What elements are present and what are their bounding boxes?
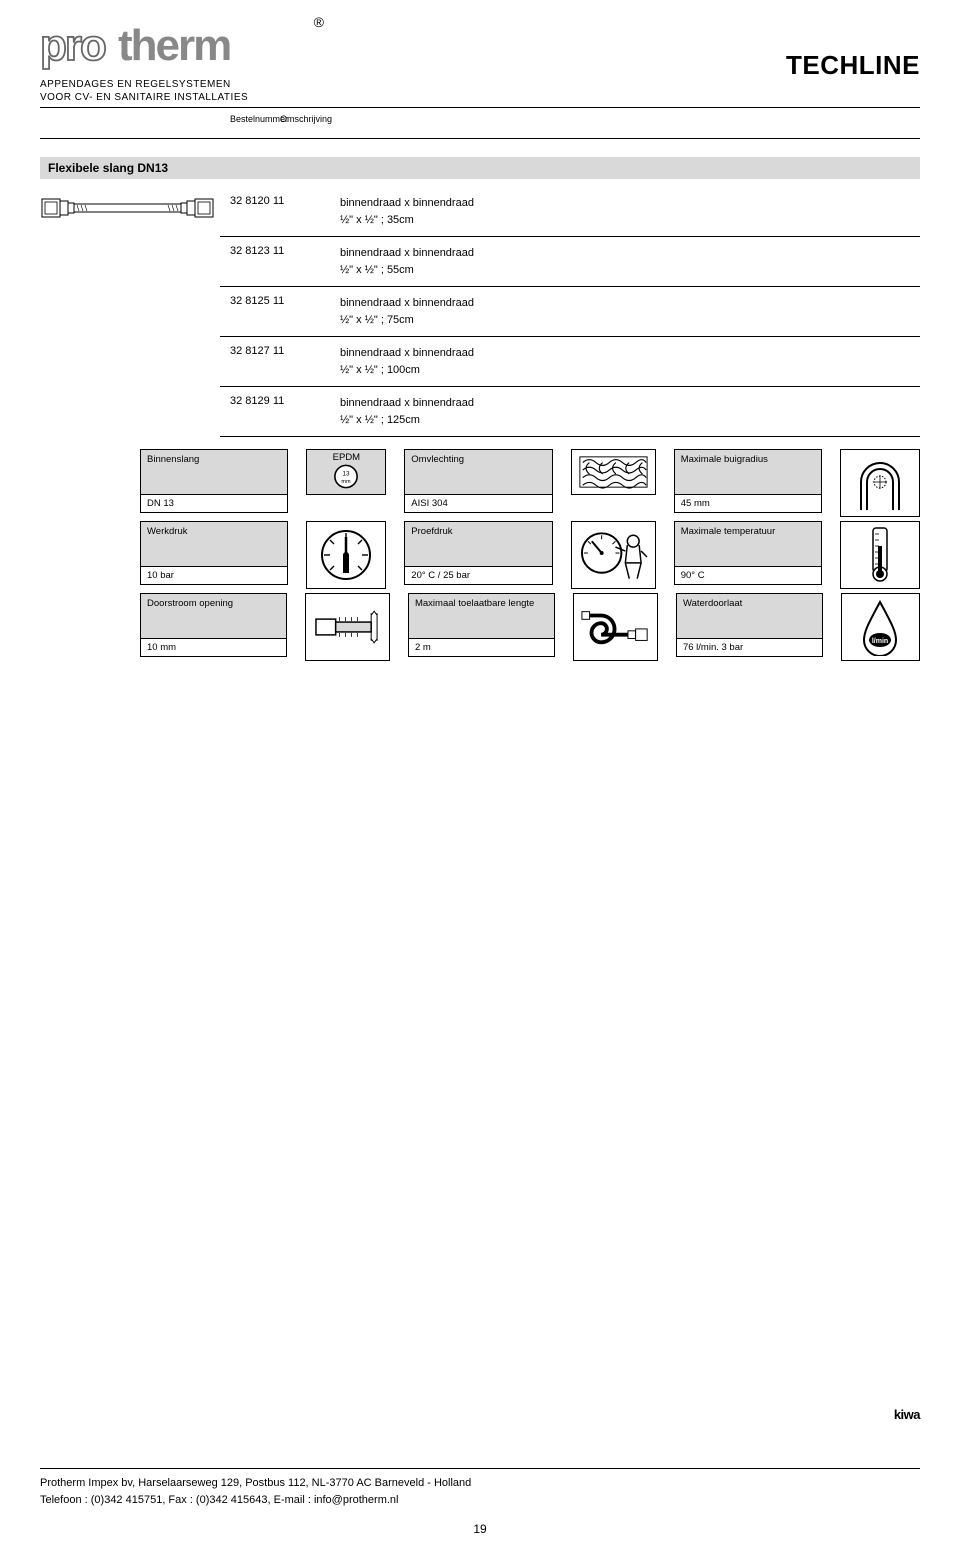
subtitle-line2: VOOR CV- EN SANITAIRE INSTALLATIES [40,92,310,103]
footer-address: Protherm Impex bv, Harselaarseweg 129, P… [40,1475,920,1492]
header-left: pro therm ® APPENDAGES EN REGELSYSTEMEN … [40,20,310,103]
spec-row: Werkdruk 10 bar Pr [140,521,920,589]
product-desc: binnendraad x binnendraad ½" x ½" ; 100c… [320,345,474,378]
product-illustration [40,187,220,228]
spec-doorstroom: Doorstroom opening 10 mm [140,593,287,661]
product-item: 32 8120 11 binnendraad x binnendraad ½" … [220,187,920,237]
product-code: 32 8125 11 [220,295,320,328]
techline-title: TECHLINE [786,50,920,81]
svg-text:pro: pro [40,21,106,70]
spec-drop-icon-cell: l/min [841,593,920,661]
product-code: 32 8123 11 [220,245,320,278]
spec-label: Binnenslang [140,449,288,495]
product-desc: binnendraad x binnendraad ½" x ½" ; 75cm [320,295,474,328]
spec-epdm: EPDM 13 mm [306,449,386,517]
svg-text:l/min: l/min [872,638,888,645]
col-bestelnummer: Bestelnummer [40,114,260,124]
subtitle-line1: APPENDAGES EN REGELSYSTEMEN [40,79,310,90]
product-item: 32 8127 11 binnendraad x binnendraad ½" … [220,337,920,387]
spec-label: Doorstroom opening [140,593,287,639]
diameter-icon: 13 mm [329,463,363,490]
specs-grid: Binnenslang DN 13 EPDM 13 mm Omvlechting… [140,449,920,661]
spec-omvlechting: Omvlechting AISI 304 [404,449,552,517]
spec-label: Werkdruk [140,521,288,567]
spec-value: 20° C / 25 bar [404,567,552,585]
section-title: Flexibele slang DN13 [40,157,920,179]
product-item: 32 8123 11 binnendraad x binnendraad ½" … [220,237,920,287]
product-desc: binnendraad x binnendraad ½" x ½" ; 55cm [320,245,474,278]
spec-value: 45 mm [674,495,822,513]
water-drop-icon: l/min [841,593,920,661]
product-block: 32 8120 11 binnendraad x binnendraad ½" … [40,187,920,437]
registered-mark: ® [314,14,324,30]
gauge-icon [306,521,386,589]
spec-thermo-icon-cell [840,521,920,589]
page-number: 19 [0,1522,960,1536]
spec-value: DN 13 [140,495,288,513]
spec-braid-icon-cell [571,449,656,517]
spec-label: Omvlechting [404,449,552,495]
spec-row: Binnenslang DN 13 EPDM 13 mm Omvlechting… [140,449,920,517]
spec-maxtemp: Maximale temperatuur 90° C [674,521,822,589]
spec-value: 76 l/min. 3 bar [676,639,823,657]
spec-label: EPDM 13 mm [306,449,386,495]
bend-radius-icon [840,449,920,517]
spec-maxlengte: Maximaal toelaatbare lengte 2 m [408,593,555,661]
spec-label: Maximale temperatuur [674,521,822,567]
product-item: 32 8125 11 binnendraad x binnendraad ½" … [220,287,920,337]
spec-value: 90° C [674,567,822,585]
kiwa-mark: kiwa [894,1407,920,1422]
spec-value: AISI 304 [404,495,552,513]
spec-label: Maximaal toelaatbare lengte [408,593,555,639]
spec-length-icon-cell [573,593,658,661]
footer-contact: Telefoon : (0)342 415751, Fax : (0)342 4… [40,1492,920,1509]
svg-text:13: 13 [343,471,351,478]
spec-opening-icon-cell [305,593,390,661]
spec-label: Maximale buigradius [674,449,822,495]
product-code: 32 8127 11 [220,345,320,378]
col-omschrijving: Omschrijving [260,114,332,124]
svg-text:therm: therm [118,21,230,70]
spec-proefdruk: Proefdruk 20° C / 25 bar [404,521,552,589]
flow-opening-icon [305,593,390,661]
spec-binnenslang: Binnenslang DN 13 [140,449,288,517]
spec-test-icon-cell [571,521,656,589]
protherm-logo-svg: pro therm [40,20,310,72]
product-code: 32 8120 11 [220,195,320,228]
spec-buigradius: Maximale buigradius 45 mm [674,449,822,517]
spec-label: Waterdoorlaat [676,593,823,639]
spec-werkdruk: Werkdruk 10 bar [140,521,288,589]
product-desc: binnendraad x binnendraad ½" x ½" ; 125c… [320,395,474,428]
svg-text:mm: mm [342,479,352,485]
hose-length-icon [573,593,658,661]
page-footer: Protherm Impex bv, Harselaarseweg 129, P… [40,1468,920,1508]
product-desc: binnendraad x binnendraad ½" x ½" ; 35cm [320,195,474,228]
product-code: 32 8129 11 [220,395,320,428]
spec-value: 10 bar [140,567,288,585]
spec-value: 10 mm [140,639,287,657]
test-pressure-icon [571,521,656,589]
product-list: 32 8120 11 binnendraad x binnendraad ½" … [220,187,920,437]
spec-bend-icon-cell [840,449,920,517]
logo: pro therm ® [40,20,310,77]
product-item: 32 8129 11 binnendraad x binnendraad ½" … [220,387,920,437]
spec-value: 2 m [408,639,555,657]
thermometer-icon [840,521,920,589]
braid-pattern-icon [571,449,656,495]
page-header: pro therm ® APPENDAGES EN REGELSYSTEMEN … [40,20,920,108]
spec-label: Proefdruk [404,521,552,567]
spec-waterdoorlaat: Waterdoorlaat 76 l/min. 3 bar [676,593,823,661]
spec-row: Doorstroom opening 10 mm [140,593,920,661]
spec-gauge-icon-cell [306,521,386,589]
column-headers: Bestelnummer Omschrijving [40,110,920,139]
